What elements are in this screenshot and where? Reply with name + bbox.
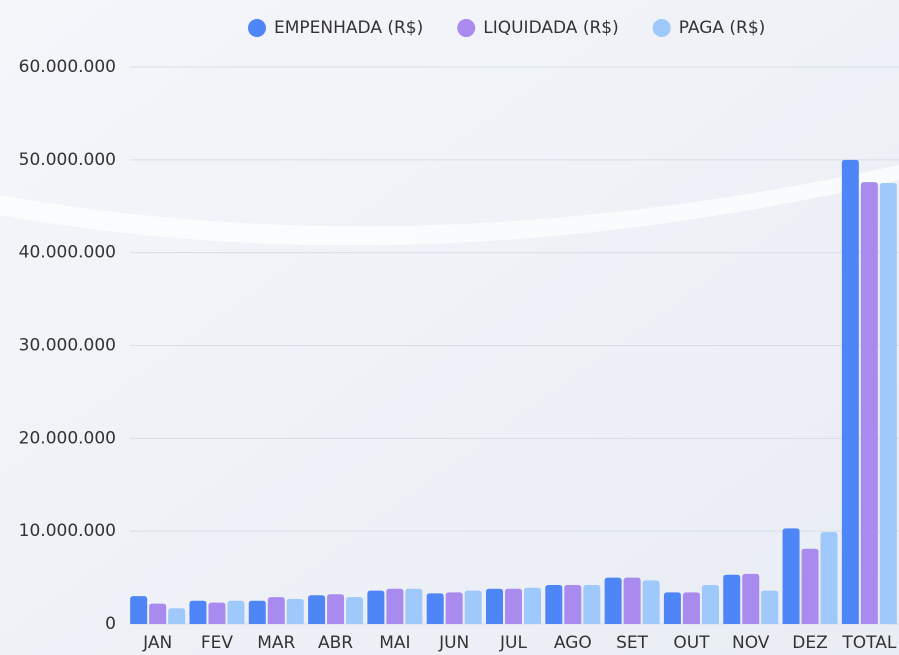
x-tick-label: JAN	[142, 633, 172, 653]
bar	[860, 182, 878, 624]
decoration	[0, 165, 899, 246]
bar	[248, 600, 266, 624]
y-tick-label: 50.000.000	[19, 150, 116, 170]
y-tick-label: 10.000.000	[19, 521, 116, 541]
bar	[801, 548, 819, 624]
bar	[841, 159, 859, 625]
y-tick-label: 20.000.000	[19, 428, 116, 448]
bar	[742, 573, 760, 624]
bar	[227, 600, 245, 624]
bar	[782, 528, 800, 624]
x-tick-label: JUL	[499, 633, 527, 653]
bar	[267, 597, 285, 624]
x-tick-label: MAI	[379, 633, 410, 653]
legend-swatch	[652, 19, 671, 37]
legend: EMPENHADA (R$) LIQUIDADA (R$) PAGA (R$)	[248, 18, 765, 38]
x-tick-label: SET	[616, 633, 649, 653]
legend-label: PAGA (R$)	[679, 18, 766, 38]
bar	[426, 593, 444, 624]
bar	[327, 594, 345, 624]
x-tick-label: NOV	[732, 633, 770, 653]
y-tick-label: 40.000.000	[19, 243, 116, 263]
x-tick-label: MAR	[257, 633, 295, 653]
bar	[761, 590, 779, 624]
bar	[723, 574, 741, 624]
bar	[286, 598, 304, 624]
x-tick-label: AGO	[554, 633, 592, 653]
bar	[386, 588, 404, 624]
bar	[445, 592, 463, 624]
x-tick-label: JUN	[438, 633, 469, 653]
bar	[405, 588, 423, 624]
bar	[208, 602, 226, 624]
bar	[486, 588, 503, 624]
x-tick-label: OUT	[673, 633, 710, 653]
bar	[545, 585, 563, 624]
x-tick-label: FEV	[201, 633, 234, 653]
bar	[583, 585, 601, 624]
legend-label: LIQUIDADA (R$)	[483, 18, 618, 38]
bar	[820, 532, 838, 624]
bar	[604, 577, 622, 624]
legend-swatch	[248, 19, 266, 37]
bar	[367, 590, 385, 624]
bar	[879, 183, 897, 624]
legend-swatch	[457, 19, 476, 37]
bar	[149, 603, 167, 624]
bar	[663, 592, 681, 624]
y-tick-label: 60.000.000	[19, 57, 116, 77]
y-tick-label: 30.000.000	[19, 336, 116, 356]
bar	[346, 597, 364, 624]
x-tick-label: ABR	[318, 633, 353, 653]
bar	[189, 600, 207, 624]
bar	[642, 580, 660, 624]
y-tick-label: 0	[105, 614, 116, 634]
bar	[168, 608, 186, 624]
x-tick-label: TOTAL	[841, 633, 896, 653]
bar	[308, 595, 326, 624]
bar	[505, 588, 522, 624]
bar	[701, 585, 719, 624]
bar	[623, 577, 641, 624]
bar	[524, 587, 541, 624]
legend-label: EMPENHADA (R$)	[274, 18, 423, 38]
bar	[130, 596, 148, 624]
bar	[682, 592, 700, 624]
bar	[464, 590, 482, 624]
x-tick-label: DEZ	[792, 633, 827, 653]
bar	[564, 585, 582, 624]
